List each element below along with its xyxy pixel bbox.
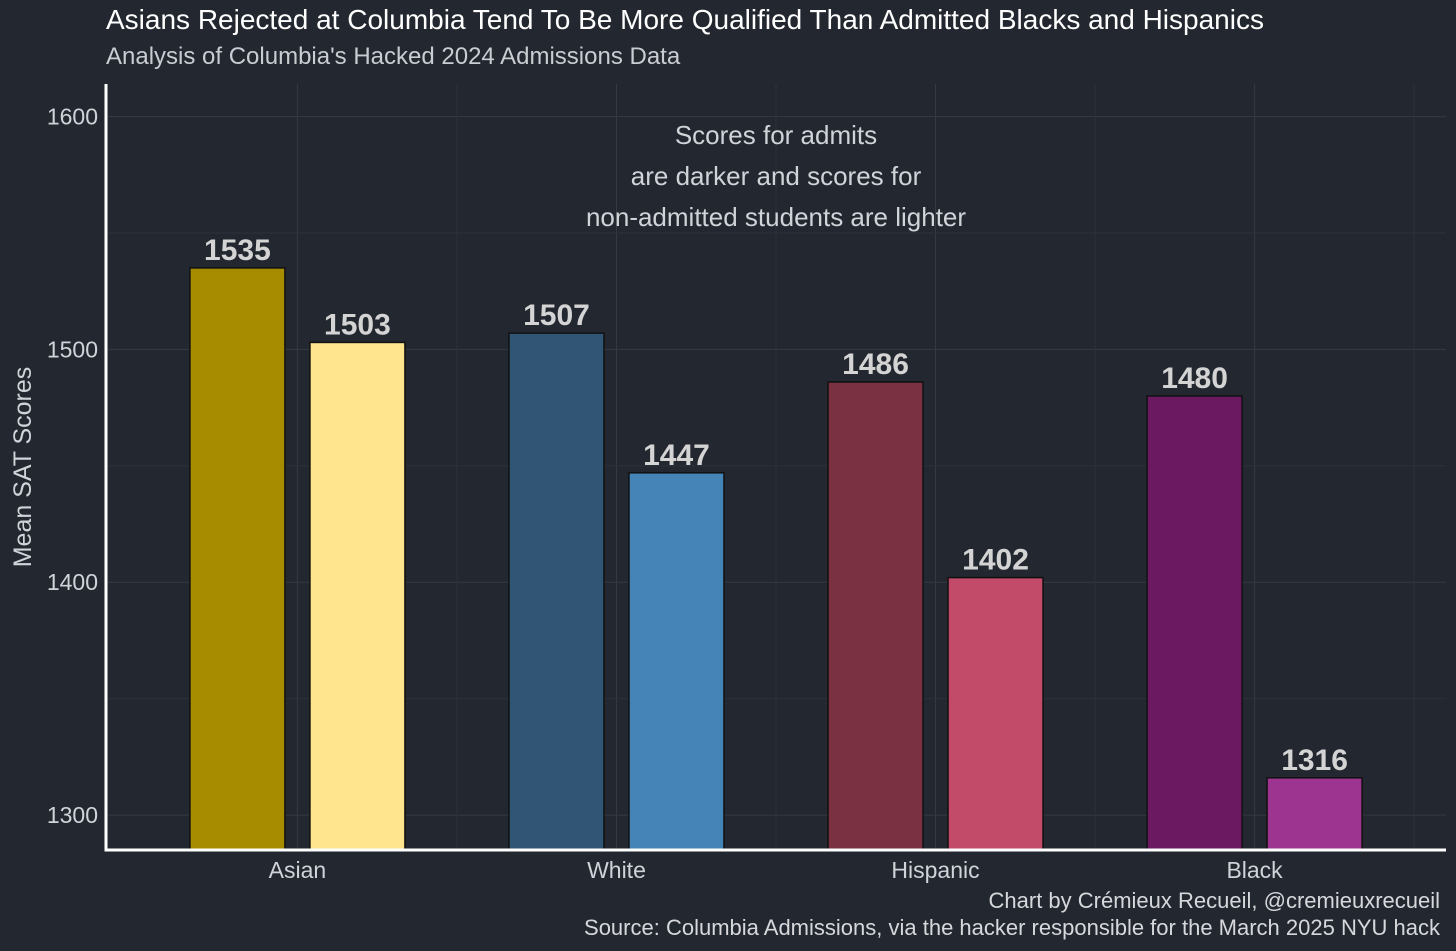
- x-tick-label: Hispanic: [891, 857, 979, 883]
- y-tick-label: 1400: [47, 569, 98, 595]
- bar-value-label: 1316: [1281, 744, 1348, 777]
- bar-value-label: 1447: [643, 439, 710, 472]
- caption-source: Source: Columbia Admissions, via the hac…: [584, 915, 1440, 940]
- bar-value-label: 1535: [204, 234, 271, 267]
- y-tick-label: 1300: [47, 802, 98, 828]
- bar-value-label: 1507: [523, 299, 590, 332]
- bar-value-label: 1402: [962, 544, 1029, 577]
- bar-asian-rejected: [309, 341, 406, 851]
- annotation-line: are darker and scores for: [631, 161, 922, 191]
- bar-hispanic-admitted: [827, 381, 924, 851]
- bar-value-label: 1503: [324, 308, 391, 341]
- bar-white-admitted: [508, 332, 605, 851]
- y-tick-label: 1500: [47, 336, 98, 362]
- bar-value-label: 1486: [842, 348, 909, 381]
- y-tick-label: 1600: [47, 104, 98, 130]
- bar-black-admitted: [1146, 395, 1243, 851]
- bar-asian-admitted: [189, 267, 286, 851]
- chart-subtitle: Analysis of Columbia's Hacked 2024 Admis…: [106, 43, 681, 70]
- x-tick-label: Asian: [269, 857, 327, 883]
- bar-hispanic-rejected: [947, 576, 1044, 851]
- caption-credit: Chart by Crémieux Recueil, @cremieuxrecu…: [988, 888, 1440, 913]
- bar-value-label: 1480: [1161, 362, 1228, 395]
- annotation-line: Scores for admits: [675, 120, 877, 150]
- bar-white-rejected: [628, 472, 725, 851]
- y-axis-label: Mean SAT Scores: [9, 367, 37, 568]
- x-tick-label: Black: [1226, 857, 1283, 883]
- chart-title: Asians Rejected at Columbia Tend To Be M…: [106, 4, 1264, 35]
- annotation-line: non-admitted students are lighter: [586, 202, 966, 232]
- bar-black-rejected: [1266, 777, 1363, 851]
- x-tick-label: White: [587, 857, 646, 883]
